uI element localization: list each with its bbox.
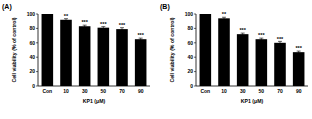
bar <box>237 34 249 86</box>
bar <box>256 39 268 86</box>
bar <box>200 14 212 86</box>
y-tick-label: 40 <box>187 54 193 60</box>
y-tick <box>36 57 38 58</box>
x-tick-label: 10 <box>221 88 227 94</box>
error-bar <box>120 28 124 31</box>
panel: (A) Cell viability (% of control) 0 20 40 60 8… <box>2 3 150 104</box>
x-axis-label: KP1 (μM) <box>83 98 106 104</box>
y-tick <box>194 86 196 87</box>
error-bar <box>278 41 282 44</box>
y-tick-label: 20 <box>187 68 193 74</box>
plot-area <box>42 14 147 86</box>
y-tick <box>194 57 196 58</box>
bar <box>42 14 54 86</box>
significance: *** <box>81 19 88 25</box>
significance: ** <box>222 11 227 17</box>
error-bar <box>101 27 105 29</box>
y-tick-label: 80 <box>29 25 35 31</box>
x-tick-label: 30 <box>240 88 246 94</box>
bar <box>293 52 305 86</box>
significance: *** <box>239 27 246 33</box>
y-tick-label: 100 <box>185 11 194 17</box>
y-axis-label: Cell viability (% of control) <box>169 17 175 82</box>
error-line <box>298 51 299 53</box>
error-line <box>205 14 206 15</box>
y-tick-label: 80 <box>187 25 193 31</box>
error-bar <box>83 25 87 27</box>
y-tick <box>194 14 196 15</box>
y-tick-label: 60 <box>187 40 193 46</box>
bar <box>274 43 286 86</box>
x-tick-label: 90 <box>138 88 144 94</box>
error-bar <box>203 14 207 15</box>
y-tick-label: 40 <box>29 54 35 60</box>
error-line <box>242 33 243 35</box>
significance: *** <box>137 32 144 38</box>
x-axis-label: KP1 (μM) <box>241 98 264 104</box>
y-tick <box>36 42 38 43</box>
error-bar <box>64 19 68 21</box>
y-tick <box>194 28 196 29</box>
x-tick-label: 90 <box>296 88 302 94</box>
y-tick <box>36 86 38 87</box>
y-axis <box>38 14 39 86</box>
error-line <box>103 27 104 29</box>
bar <box>98 28 110 86</box>
error-bar <box>259 38 263 40</box>
bar <box>135 39 147 86</box>
error-bar <box>241 33 245 35</box>
x-tick-label: Con <box>200 88 210 94</box>
significance: *** <box>295 45 302 51</box>
y-tick-label: 60 <box>29 40 35 46</box>
y-tick-label: 20 <box>29 68 35 74</box>
y-tick-label: 0 <box>190 83 193 89</box>
panel-title: (B) <box>160 3 170 11</box>
x-tick-label: 50 <box>259 88 265 94</box>
error-bar <box>139 38 143 40</box>
y-tick <box>194 42 196 43</box>
error-line <box>261 38 262 40</box>
bar <box>60 20 72 86</box>
significance: ** <box>64 13 69 19</box>
error-line <box>224 17 225 19</box>
x-axis <box>196 86 308 87</box>
x-tick-label: 30 <box>82 88 88 94</box>
error-line <box>66 19 67 21</box>
error-line <box>122 28 123 31</box>
bar <box>218 18 230 86</box>
panel-title: (A) <box>2 3 12 11</box>
x-tick-label: 10 <box>63 88 69 94</box>
error-line <box>280 41 281 44</box>
panel: (B) Cell viability (% of control) 0 20 40 60 8… <box>160 3 308 104</box>
y-axis <box>196 14 197 86</box>
significance: *** <box>119 22 126 28</box>
x-tick-label: 50 <box>101 88 107 94</box>
y-tick <box>194 71 196 72</box>
error-bar <box>297 51 301 53</box>
error-line <box>140 38 141 40</box>
bar <box>79 26 91 86</box>
x-axis <box>38 86 150 87</box>
y-tick-label: 0 <box>32 83 35 89</box>
x-tick-label: 70 <box>119 88 125 94</box>
error-line <box>84 25 85 27</box>
x-tick-label: 70 <box>277 88 283 94</box>
error-bar <box>45 14 49 15</box>
figure: (A) Cell viability (% of control) 0 20 40 60 8… <box>0 0 312 119</box>
y-axis-label: Cell viability (% of control) <box>11 17 17 82</box>
significance: *** <box>258 32 265 38</box>
x-tick-label: Con <box>42 88 52 94</box>
y-tick <box>36 71 38 72</box>
plot-area <box>200 14 305 86</box>
error-line <box>47 14 48 15</box>
y-tick <box>36 14 38 15</box>
bar <box>116 29 128 86</box>
error-bar <box>222 17 226 19</box>
significance: *** <box>277 36 284 42</box>
y-tick <box>36 28 38 29</box>
y-tick-label: 100 <box>27 11 36 17</box>
significance: *** <box>100 21 107 27</box>
